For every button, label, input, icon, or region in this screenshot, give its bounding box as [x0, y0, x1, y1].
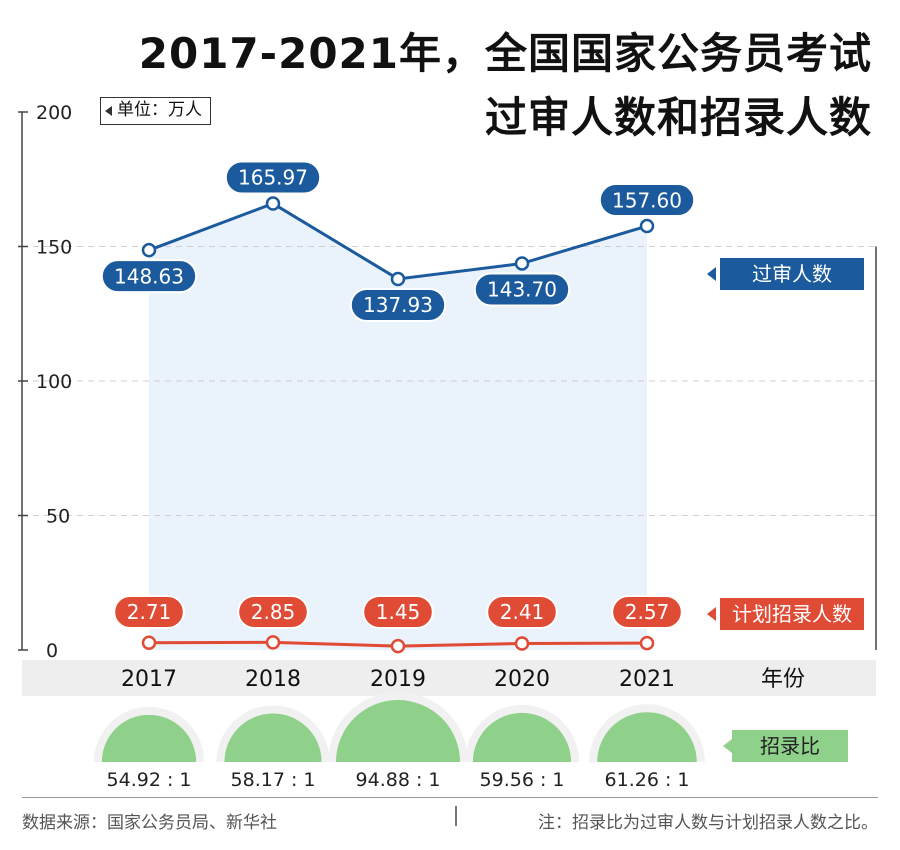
footer-source: 数据来源：国家公务员局、新华社 — [22, 813, 277, 833]
ratio-label-2018: 58.17 : 1 — [231, 769, 316, 791]
data-label-过审人数-2020-bg — [473, 272, 571, 307]
point-过审人数-2021 — [639, 218, 655, 234]
ratio-semicircle-2017 — [101, 714, 197, 762]
data-label-过审人数-2017: 148.63 — [114, 264, 184, 288]
y-tick-label-200: 200 — [36, 102, 72, 124]
data-label-过审人数-2019-bg — [349, 287, 447, 322]
legend-过审人数: 过审人数 — [752, 262, 832, 286]
legend-过审人数-arrow — [707, 267, 716, 281]
chart-title-line-2: 过审人数和招录人数 — [484, 93, 872, 142]
footer-note: 注：招录比为过审人数与计划招录人数之比。 — [538, 813, 878, 833]
ratio-semicircle-2020 — [472, 712, 572, 762]
ratio-label-2017: 54.92 : 1 — [107, 769, 192, 791]
data-label-过审人数-2020: 143.70 — [487, 278, 557, 302]
chart-title-line-1: 2017-2021年，全国国家公务员考试 — [138, 29, 872, 78]
data-label-计划招录人数-2021-bg — [611, 595, 683, 629]
point-计划招录人数-2017 — [141, 635, 157, 650]
footer-separator — [455, 806, 457, 826]
data-label-计划招录人数-2018-bg — [237, 595, 309, 629]
data-label-计划招录人数-2018: 2.85 — [251, 600, 296, 624]
area-fill-过审人数 — [149, 203, 647, 650]
point-过审人数-2017 — [141, 242, 157, 258]
data-label-计划招录人数-2019: 1.45 — [376, 600, 421, 624]
ratio-label-2019: 94.88 : 1 — [356, 769, 441, 791]
x-tick-label-2019: 2019 — [370, 667, 426, 692]
data-label-过审人数-2018: 165.97 — [238, 166, 308, 190]
ratio-label-2021: 61.26 : 1 — [605, 769, 690, 791]
ratio-semicircle-2018 — [224, 713, 322, 762]
data-label-计划招录人数-2020: 2.41 — [500, 600, 545, 624]
point-过审人数-2019 — [390, 271, 406, 287]
point-过审人数-2020 — [514, 256, 530, 271]
data-label-计划招录人数-2020-bg — [486, 595, 558, 629]
legend-计划招录人数: 计划招录人数 — [732, 602, 852, 626]
point-计划招录人数-2021 — [639, 635, 655, 651]
x-tick-label-2021: 2021 — [619, 667, 675, 692]
data-label-过审人数-2021-bg — [598, 183, 696, 218]
legend-计划招录人数-bg — [720, 598, 864, 630]
data-label-计划招录人数-2021: 2.57 — [625, 600, 670, 624]
x-axis-band — [22, 660, 876, 696]
data-label-过审人数-2021: 157.60 — [612, 188, 682, 212]
ratio-label-2020: 59.56 : 1 — [480, 769, 565, 791]
data-label-计划招录人数-2017: 2.71 — [127, 600, 172, 624]
y-tick-label-150: 150 — [36, 237, 72, 259]
point-计划招录人数-2019 — [390, 638, 406, 654]
y-tick-label-50: 50 — [46, 506, 70, 528]
legend-过审人数-bg — [720, 258, 864, 290]
point-计划招录人数-2018 — [265, 635, 281, 650]
data-label-计划招录人数-2017-bg — [113, 595, 185, 629]
legend-招录比-arrow — [723, 739, 732, 753]
legend-计划招录人数-arrow — [707, 607, 716, 621]
data-label-过审人数-2019: 137.93 — [363, 293, 433, 317]
y-tick-label-100: 100 — [36, 371, 72, 393]
x-tick-label-2018: 2018 — [245, 667, 301, 692]
legend-招录比-bg — [732, 730, 848, 762]
x-axis-title: 年份 — [761, 667, 805, 692]
unit-label: 单位：万人 — [100, 97, 211, 125]
ratio-semicircle-2021 — [597, 712, 697, 762]
legend-招录比: 招录比 — [760, 734, 820, 758]
point-计划招录人数-2020 — [514, 636, 530, 651]
data-label-过审人数-2017-bg — [100, 259, 198, 294]
point-过审人数-2018 — [265, 196, 281, 211]
data-label-计划招录人数-2019-bg — [362, 595, 434, 629]
data-label-过审人数-2018-bg — [224, 160, 322, 195]
x-tick-label-2020: 2020 — [494, 667, 550, 692]
x-tick-label-2017: 2017 — [121, 667, 177, 692]
ratio-semicircle-2019 — [336, 700, 460, 762]
y-tick-label-0: 0 — [46, 640, 58, 662]
footer-divider — [22, 797, 878, 798]
